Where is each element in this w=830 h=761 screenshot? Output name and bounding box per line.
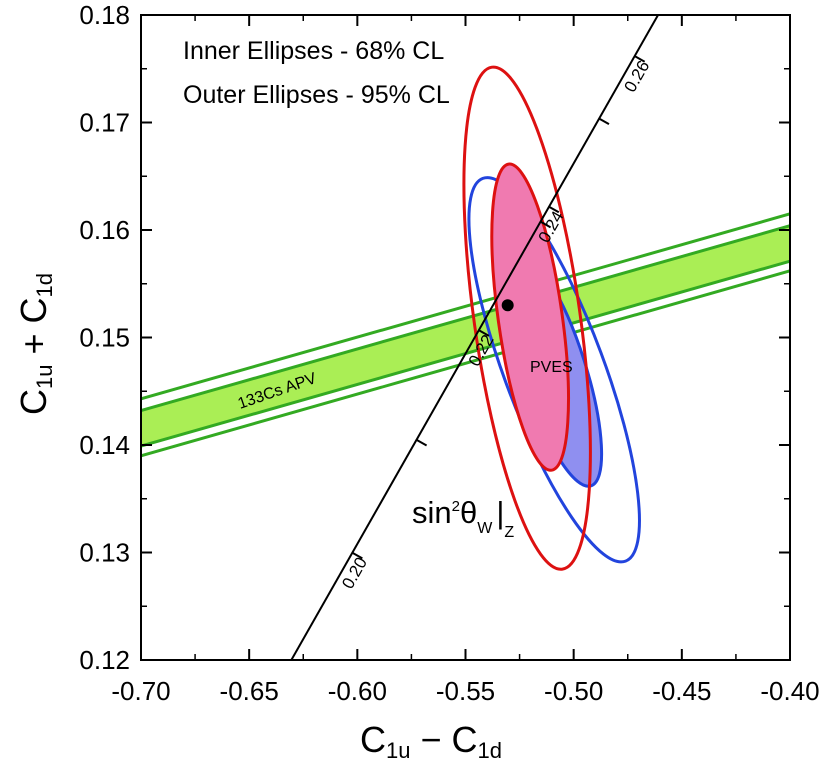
combined-outer-ellipse: [462, 65, 592, 571]
w-sub: W: [477, 520, 493, 537]
z-sub: Z: [504, 524, 514, 541]
axis-ticks: [140, 14, 791, 661]
y-tick-label: 0.18: [79, 0, 130, 30]
y-tick-label: 0.13: [79, 538, 130, 568]
svg-text:sin2θW|Z: sin2θW |Z: [412, 495, 514, 541]
x-tick-label: -0.60: [328, 676, 387, 706]
y-tick-label: 0.15: [79, 323, 130, 353]
sin2-tick: [477, 329, 490, 337]
sin2-tick: [539, 220, 552, 229]
apv-outer-upper: [141, 212, 790, 401]
x-tick-label: -0.50: [544, 676, 603, 706]
x-tick-label: -0.70: [111, 676, 170, 706]
plot-area: 0.200.220.240.26: [141, 15, 790, 660]
apv-band-fill: [141, 225, 790, 447]
sin2-tick: [633, 54, 646, 63]
combined-ellipses: [462, 65, 592, 571]
sm-point: [501, 299, 514, 312]
apv-band: [141, 212, 790, 458]
y-axis-title: C1u + C1d: [13, 273, 57, 415]
sin2-tick-label: 0.20: [338, 554, 371, 592]
eval-bar: |: [496, 495, 504, 530]
x-tick-label: -0.65: [220, 676, 279, 706]
pves-label: PVES: [530, 359, 573, 376]
x-tick-label: -0.40: [760, 676, 819, 706]
x-tick-labels: -0.70 -0.65 -0.60 -0.55 -0.50 -0.45 -0.40: [111, 676, 819, 706]
sin2-tick-label: 0.26: [620, 57, 653, 95]
x-tick-label: -0.55: [436, 676, 495, 706]
sin2-tick: [547, 205, 560, 214]
combined-inner-ellipse: [490, 162, 570, 472]
sin-sup: 2: [452, 498, 460, 515]
x-axis-title: C1u − C1d: [360, 719, 502, 761]
apv-outer-lower: [141, 269, 790, 458]
theta-text: θ: [460, 495, 477, 530]
sin-text: sin: [412, 495, 452, 530]
y-tick-label: 0.14: [79, 430, 130, 460]
legend-inner-text: Inner Ellipses - 68% CL: [183, 37, 444, 65]
y-tick-labels: 0.12 0.13 0.14 0.15 0.16 0.17 0.18: [79, 0, 130, 675]
sin2-theta-label: sin2θW |Z: [412, 495, 514, 541]
sin2-tick: [598, 117, 610, 125]
y-tick-label: 0.12: [79, 645, 130, 675]
x-tick-label: -0.45: [652, 676, 711, 706]
sm-point-layer: [501, 299, 514, 312]
y-tick-label: 0.16: [79, 215, 130, 245]
sin2-tick: [415, 438, 428, 447]
apv-inner-upper: [141, 224, 790, 413]
y-tick-label: 0.17: [79, 108, 130, 138]
sin2-tick: [351, 551, 363, 560]
legend-outer-text: Outer Ellipses - 95% CL: [183, 81, 450, 109]
pves-outer-ellipse: [467, 176, 641, 564]
sin2-theta-line: 0.200.220.240.26: [290, 15, 659, 660]
sin2-line: [290, 15, 659, 660]
